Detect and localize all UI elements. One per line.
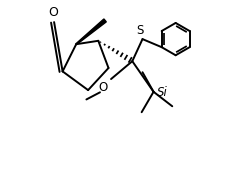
- Text: Si: Si: [157, 86, 167, 99]
- Text: S: S: [136, 24, 143, 37]
- Text: O: O: [48, 6, 58, 19]
- Text: O: O: [98, 81, 107, 94]
- Polygon shape: [76, 19, 106, 45]
